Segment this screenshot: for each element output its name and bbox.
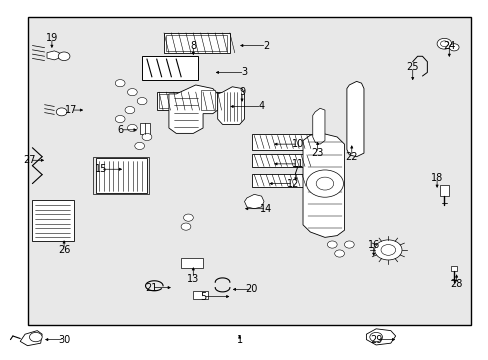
Bar (450, 266, 456, 271)
Circle shape (344, 241, 353, 248)
Text: 16: 16 (367, 239, 379, 249)
Bar (251, 154, 312, 167)
Bar (163, 33, 229, 53)
Bar (96, 158, 147, 193)
Circle shape (142, 134, 152, 140)
Text: 28: 28 (449, 279, 462, 289)
Text: 12: 12 (286, 179, 299, 189)
Polygon shape (244, 194, 264, 209)
Text: 2: 2 (263, 41, 269, 50)
Polygon shape (312, 108, 325, 144)
Text: 23: 23 (311, 148, 323, 158)
Text: 7: 7 (292, 166, 298, 176)
Circle shape (440, 41, 447, 46)
Circle shape (135, 142, 144, 149)
Text: 10: 10 (291, 139, 304, 149)
Polygon shape (303, 134, 344, 237)
Bar (27, 17, 470, 325)
Text: 1: 1 (236, 334, 242, 345)
Text: 15: 15 (94, 164, 106, 174)
Bar (251, 134, 312, 149)
Text: 4: 4 (258, 102, 264, 112)
Bar (166, 35, 227, 51)
Text: 21: 21 (145, 283, 158, 293)
Polygon shape (217, 87, 244, 125)
Circle shape (125, 107, 135, 114)
Circle shape (306, 170, 343, 197)
Text: 18: 18 (430, 173, 442, 183)
Text: 25: 25 (406, 62, 418, 72)
Circle shape (115, 80, 125, 87)
Text: 14: 14 (260, 204, 272, 214)
Circle shape (327, 241, 336, 248)
Bar (181, 258, 203, 268)
Text: 6: 6 (117, 125, 123, 135)
Circle shape (334, 250, 344, 257)
Text: 17: 17 (65, 105, 78, 115)
Text: 19: 19 (46, 33, 58, 43)
Text: 29: 29 (369, 334, 382, 345)
Bar (193, 291, 207, 299)
Bar (157, 92, 222, 110)
Circle shape (127, 125, 137, 132)
Text: 5: 5 (200, 292, 206, 302)
Circle shape (369, 332, 382, 342)
Circle shape (380, 244, 395, 255)
Polygon shape (20, 330, 42, 346)
Bar (251, 174, 307, 187)
Text: 13: 13 (187, 274, 199, 284)
Circle shape (183, 214, 193, 221)
Circle shape (56, 108, 67, 116)
Text: 11: 11 (291, 159, 304, 169)
Circle shape (448, 44, 458, 51)
Polygon shape (47, 51, 59, 60)
Bar (159, 94, 220, 108)
Bar (32, 200, 74, 241)
Circle shape (181, 223, 190, 230)
Bar (93, 157, 149, 194)
Circle shape (374, 240, 401, 260)
Circle shape (316, 177, 333, 190)
Text: 22: 22 (345, 152, 357, 162)
Circle shape (137, 98, 147, 105)
Circle shape (29, 332, 42, 342)
Circle shape (58, 52, 70, 60)
Bar (200, 90, 215, 110)
Text: 27: 27 (23, 155, 36, 165)
Text: 9: 9 (239, 87, 244, 97)
Text: 24: 24 (442, 41, 454, 50)
Bar (140, 123, 150, 134)
Text: 8: 8 (190, 41, 196, 50)
Bar (142, 56, 198, 80)
Polygon shape (346, 81, 363, 157)
Circle shape (127, 89, 137, 96)
Text: 26: 26 (58, 245, 70, 255)
Polygon shape (168, 85, 217, 134)
Polygon shape (366, 329, 395, 345)
Circle shape (436, 39, 451, 49)
Text: 20: 20 (245, 284, 258, 294)
Text: 3: 3 (241, 67, 247, 77)
Circle shape (115, 116, 125, 123)
Text: 30: 30 (58, 334, 70, 345)
Bar (439, 185, 448, 196)
